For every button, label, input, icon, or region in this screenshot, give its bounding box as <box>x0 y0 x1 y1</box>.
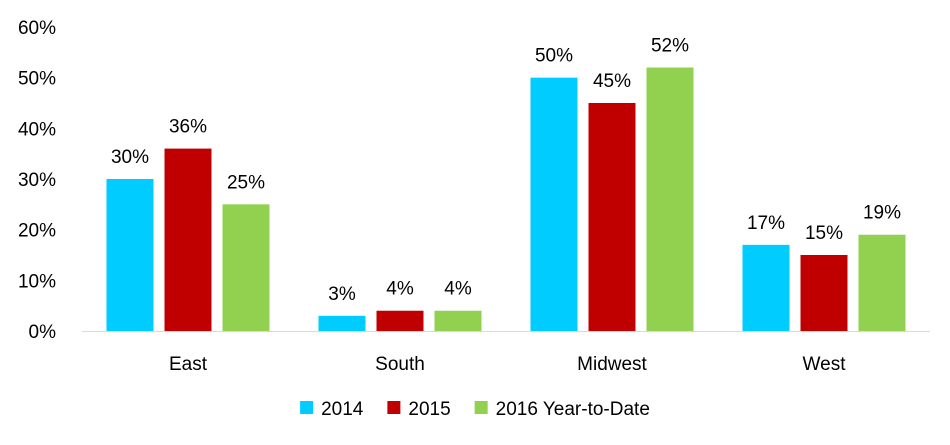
y-tick-label-50pct: 50% <box>18 69 56 90</box>
y-tick-label-60pct: 60% <box>18 18 56 39</box>
bar-east-2014 <box>106 179 154 331</box>
data-label-south-2014: 3% <box>328 284 356 305</box>
x-tick-label-east: East <box>169 354 208 375</box>
data-label-south-2016-year-to-date: 4% <box>444 279 472 300</box>
bar-midwest-2015 <box>588 103 636 331</box>
data-label-midwest-2015: 45% <box>593 71 631 92</box>
data-label-east-2014: 30% <box>111 147 149 168</box>
legend-swatch-2015 <box>387 401 401 414</box>
bar-south-2016-year-to-date <box>434 310 482 331</box>
bar-south-2014 <box>318 315 366 331</box>
legend-label-2014: 2014 <box>321 399 364 420</box>
bar-west-2016-year-to-date <box>858 234 906 331</box>
data-label-east-2016-year-to-date: 25% <box>227 172 265 193</box>
y-tick-label-30pct: 30% <box>18 170 56 191</box>
data-label-east-2015: 36% <box>169 117 207 138</box>
bar-south-2015 <box>376 310 424 331</box>
legend-swatch-2014 <box>300 401 314 414</box>
bar-east-2015 <box>164 148 212 331</box>
x-tick-label-south: South <box>375 354 425 375</box>
y-tick-label-10pct: 10% <box>18 271 56 292</box>
y-tick-label-0pct: 0% <box>29 322 57 343</box>
data-label-midwest-2016-year-to-date: 52% <box>651 36 689 57</box>
data-label-midwest-2014: 50% <box>535 46 573 67</box>
bar-west-2014 <box>742 244 790 331</box>
bar-midwest-2016-year-to-date <box>646 67 694 332</box>
y-tick-label-20pct: 20% <box>18 221 56 242</box>
data-label-south-2015: 4% <box>386 279 414 300</box>
x-tick-label-midwest: Midwest <box>577 354 647 375</box>
x-tick-label-west: West <box>803 354 847 375</box>
bar-west-2015 <box>800 255 848 331</box>
legend-label-2015: 2015 <box>408 399 450 420</box>
legend-swatch-2016-year-to-date <box>474 401 488 414</box>
data-label-west-2016-year-to-date: 19% <box>863 203 901 224</box>
y-tick-label-40pct: 40% <box>18 119 56 140</box>
data-label-west-2014: 17% <box>747 213 785 234</box>
legend-label-2016-year-to-date: 2016 Year-to-Date <box>496 399 650 420</box>
data-label-west-2015: 15% <box>805 223 843 244</box>
bar-east-2016-year-to-date <box>222 204 270 331</box>
bar-midwest-2014 <box>530 77 578 332</box>
